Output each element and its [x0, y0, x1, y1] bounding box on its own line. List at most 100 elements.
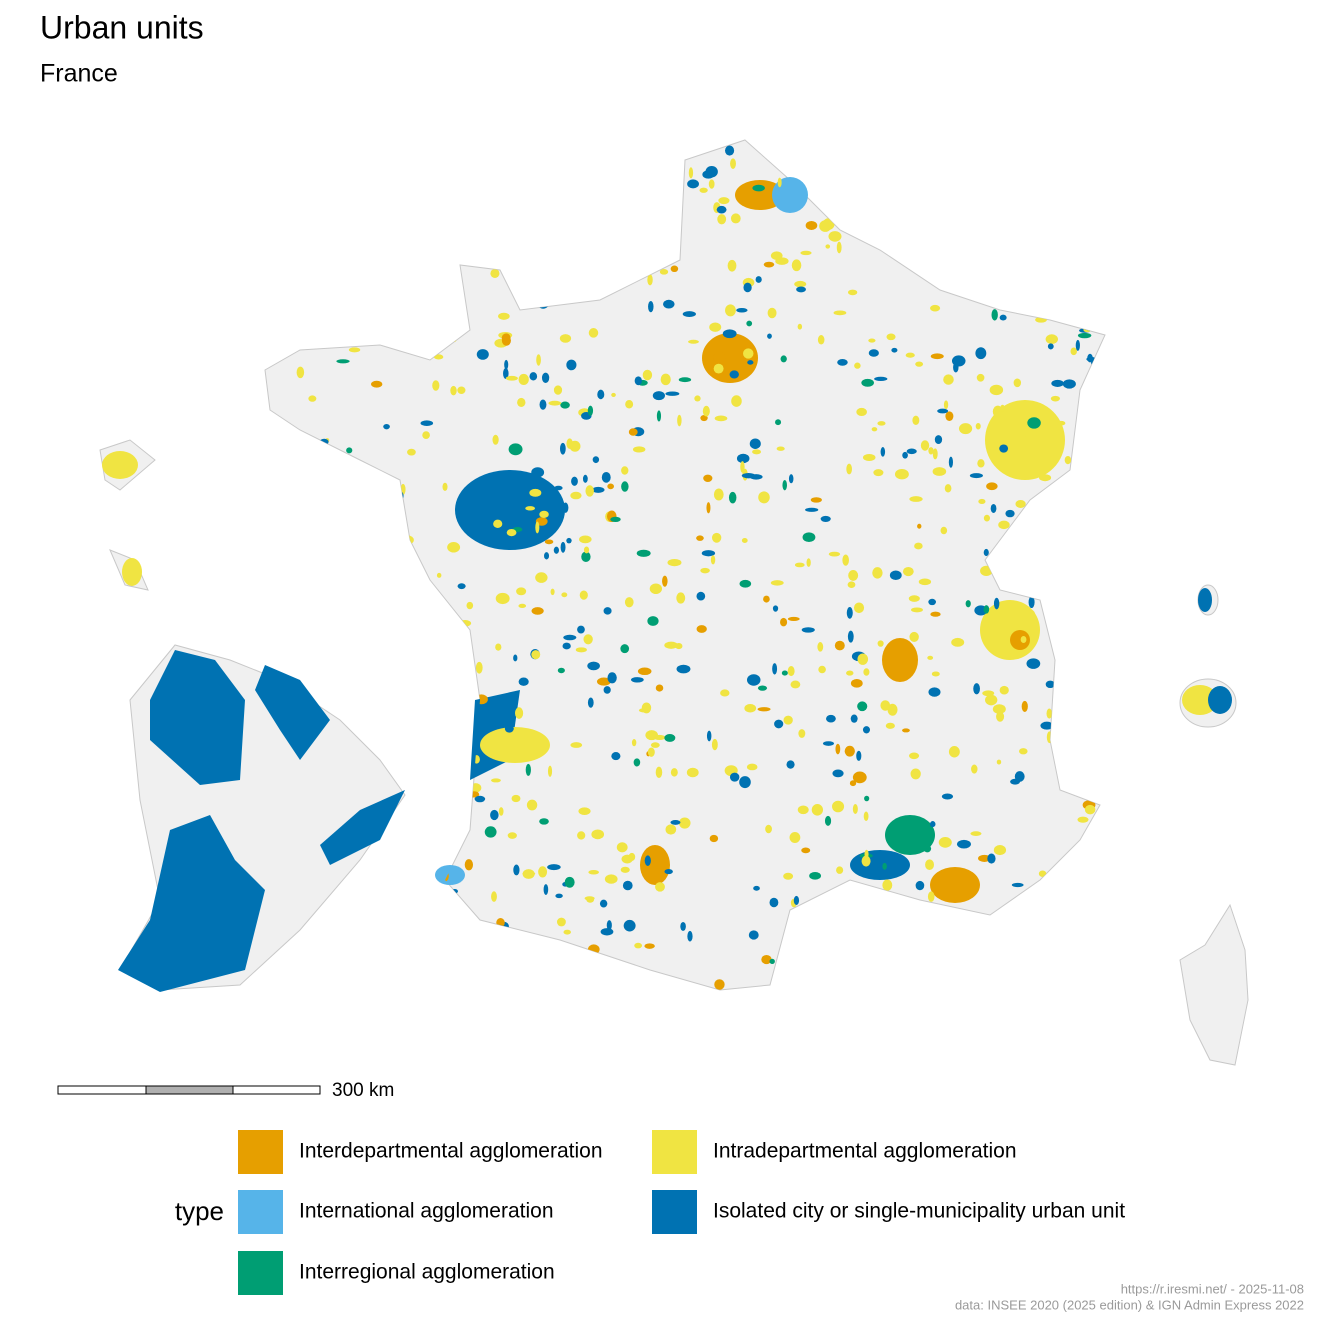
- urban-area: [625, 400, 634, 409]
- urban-area: [999, 314, 1007, 321]
- urban-area: [849, 780, 857, 787]
- urban-area: [327, 327, 338, 333]
- urban-area: [587, 661, 600, 671]
- urban-area: [508, 443, 523, 456]
- urban-area: [518, 603, 527, 609]
- urban-area: [825, 244, 831, 249]
- urban-area: [885, 815, 935, 855]
- urban-area: [433, 354, 444, 360]
- urban-area: [505, 229, 520, 240]
- urban-area: [790, 680, 801, 689]
- urban-area: [928, 687, 941, 697]
- urban-area: [621, 854, 633, 864]
- urban-area: [592, 218, 599, 230]
- urban-area: [404, 572, 410, 585]
- urban-area: [644, 943, 655, 949]
- legend-swatch: [652, 1190, 697, 1234]
- urban-area: [832, 800, 845, 813]
- urban-area: [322, 677, 332, 684]
- urban-area: [1051, 715, 1065, 721]
- urban-area: [917, 523, 922, 529]
- urban-area: [914, 542, 923, 550]
- urban-area: [1082, 742, 1095, 754]
- urban-area: [536, 354, 541, 366]
- urban-area: [1065, 315, 1078, 322]
- urban-area: [296, 366, 305, 379]
- urban-area: [560, 541, 566, 553]
- urban-area: [265, 557, 268, 569]
- urban-area: [985, 400, 1065, 480]
- urban-area: [414, 852, 427, 858]
- urban-area: [828, 231, 842, 242]
- urban-area: [817, 335, 825, 345]
- urban-area: [765, 824, 772, 834]
- urban-area: [447, 542, 461, 553]
- urban-area: [864, 168, 872, 173]
- urban-area: [383, 904, 398, 910]
- urban-area: [330, 947, 345, 952]
- urban-area: [1090, 263, 1103, 272]
- urban-area: [556, 917, 566, 927]
- urban-area: [996, 759, 1002, 765]
- urban-area: [1012, 214, 1026, 226]
- urban-area: [983, 605, 990, 614]
- urban-area: [586, 896, 595, 903]
- urban-area: [665, 156, 670, 169]
- urban-area: [394, 602, 403, 609]
- urban-area: [850, 679, 863, 688]
- urban-area: [709, 834, 719, 843]
- urban-area: [789, 832, 801, 843]
- urban-area: [973, 683, 980, 695]
- urban-area: [711, 532, 722, 543]
- urban-area: [564, 876, 575, 888]
- urban-area: [864, 849, 869, 859]
- urban-area: [1057, 520, 1071, 526]
- urban-area: [589, 140, 602, 143]
- urban-area: [846, 463, 852, 475]
- urban-area: [282, 332, 289, 343]
- urban-area: [1071, 651, 1083, 660]
- urban-area: [709, 322, 722, 332]
- urban-area: [597, 389, 605, 400]
- urban-area: [297, 463, 311, 470]
- urban-area: [338, 700, 347, 713]
- urban-area: [1008, 292, 1015, 298]
- urban-area: [498, 807, 504, 816]
- urban-area: [839, 896, 847, 904]
- urban-area: [476, 349, 489, 360]
- urban-area: [442, 482, 448, 491]
- urban-area: [909, 631, 919, 643]
- urban-area: [937, 408, 949, 414]
- urban-area: [1100, 847, 1105, 857]
- urban-area: [413, 176, 424, 185]
- urban-area: [770, 251, 783, 260]
- urban-area: [511, 955, 525, 964]
- urban-area: [490, 809, 499, 821]
- urban-area: [735, 180, 785, 210]
- urban-area: [862, 938, 868, 949]
- urban-area: [507, 832, 517, 839]
- urban-area: [637, 242, 646, 250]
- urban-area: [1045, 307, 1058, 318]
- urban-area: [649, 583, 663, 595]
- urban-area: [863, 811, 869, 821]
- urban-area: [566, 537, 572, 544]
- urban-area: [496, 142, 504, 148]
- urban-area: [420, 420, 434, 426]
- map: [99, 139, 1249, 1066]
- urban-area: [1005, 509, 1015, 518]
- urban-area: [1058, 944, 1068, 951]
- legend-swatch: [238, 1190, 283, 1234]
- urban-area: [286, 522, 295, 529]
- urban-area: [1039, 944, 1044, 950]
- urban-area: [882, 879, 893, 891]
- urban-area: [436, 698, 449, 705]
- urban-area: [678, 377, 692, 383]
- urban-area: [800, 250, 812, 256]
- urban-area: [749, 438, 761, 449]
- urban-area: [269, 247, 277, 254]
- urban-area: [642, 369, 653, 381]
- urban-area: [818, 665, 826, 674]
- urban-area: [634, 942, 643, 949]
- urban-area: [610, 175, 621, 181]
